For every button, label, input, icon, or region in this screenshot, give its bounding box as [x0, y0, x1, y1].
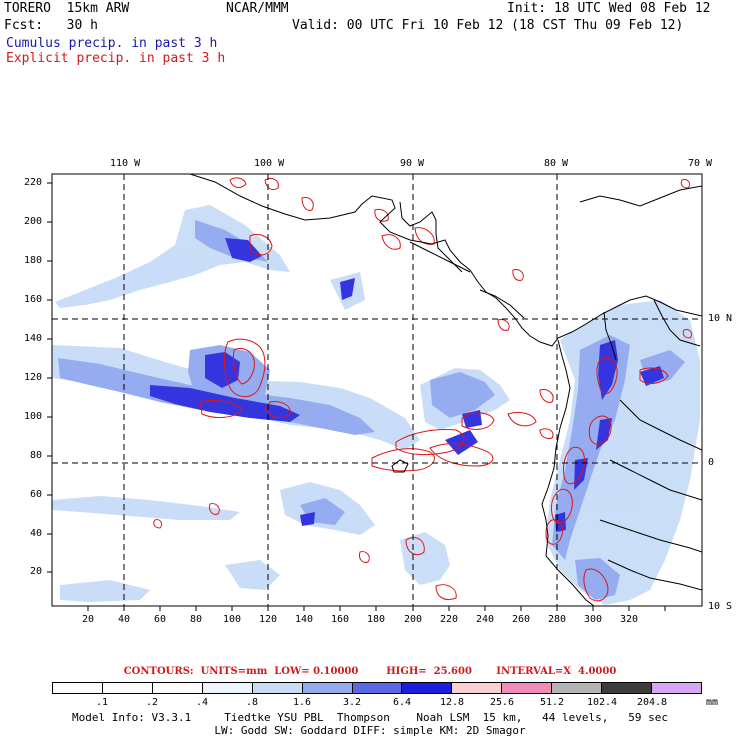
legend-swatch [252, 683, 303, 693]
y-tick-label: 140 [24, 333, 43, 344]
y-tick-label: 160 [24, 294, 43, 305]
legend-swatch [152, 683, 203, 693]
lon-label-100w: 100 W [254, 158, 285, 169]
init-time: Init: 18 UTC Wed 08 Feb 12 [507, 1, 711, 16]
legend-unit: mm [706, 697, 719, 708]
legend-label: .2 [145, 697, 159, 708]
explicit-legend: Explicit precip. in past 3 h [6, 51, 226, 66]
legend-label: 3.2 [342, 697, 362, 708]
heavy-precip-areas [150, 238, 664, 532]
contours-caption: CONTOURS: UNITS=mm LOW= 0.10000 HIGH= 25… [123, 666, 617, 677]
legend-swatch [452, 683, 503, 693]
legend-swatch [352, 683, 403, 693]
legend-swatch [402, 683, 453, 693]
legend-label: 25.6 [489, 697, 515, 708]
legend-label: 204.8 [636, 697, 668, 708]
legend-swatch [202, 683, 253, 693]
x-tick-label: 140 [295, 614, 314, 625]
legend-swatch [502, 683, 553, 693]
legend-label: 51.2 [539, 697, 565, 708]
x-tick-label: 40 [118, 614, 131, 625]
lat-label-0: 0 [708, 457, 715, 468]
lat-label-10n: 10 N [708, 313, 733, 324]
legend-swatch [602, 683, 653, 693]
x-tick-label: 160 [331, 614, 350, 625]
lon-label-90w: 90 W [400, 158, 425, 169]
coastlines [189, 174, 702, 606]
x-tick-label: 240 [476, 614, 495, 625]
y-tick-label: 120 [24, 372, 43, 383]
y-tick-label: 20 [30, 566, 43, 577]
x-tick-label: 220 [440, 614, 459, 625]
cumulus-legend: Cumulus precip. in past 3 h [6, 36, 218, 51]
x-tick-label: 260 [512, 614, 531, 625]
forecast-hour: Fcst: 30 h [4, 18, 98, 33]
legend-label: 102.4 [586, 697, 618, 708]
valid-time: Valid: 00 UTC Fri 10 Feb 12 (18 CST Thu … [292, 18, 684, 33]
x-tick-label: 280 [548, 614, 567, 625]
x-tick-label: 80 [190, 614, 203, 625]
y-tick-label: 200 [24, 216, 43, 227]
x-tick-label: 120 [259, 614, 278, 625]
lon-label-80w: 80 W [544, 158, 569, 169]
legend-label: 12.8 [439, 697, 465, 708]
legend-swatch [102, 683, 153, 693]
legend-swatch [302, 683, 353, 693]
legend-label: 6.4 [392, 697, 412, 708]
y-tick-label: 80 [30, 450, 43, 461]
legend-color-bar [52, 682, 702, 694]
x-tick-label: 180 [367, 614, 386, 625]
axis-ticks [47, 182, 666, 611]
legend-label: .4 [195, 697, 209, 708]
x-tick-label: 60 [154, 614, 167, 625]
graticule [52, 174, 702, 606]
y-tick-label: 180 [24, 255, 43, 266]
organization: NCAR/MMM [226, 1, 289, 16]
legend-swatch [552, 683, 603, 693]
lon-label-110w: 110 W [110, 158, 141, 169]
model-info-line2: LW: Godd SW: Goddard DIFF: simple KM: 2D… [214, 724, 526, 737]
x-tick-label: 320 [620, 614, 639, 625]
x-tick-label: 200 [404, 614, 423, 625]
x-tick-label: 300 [584, 614, 603, 625]
y-tick-label: 100 [24, 411, 43, 422]
model-title: TORERO 15km ARW [4, 1, 130, 16]
legend-swatch [53, 683, 103, 693]
map-frame [51, 173, 703, 607]
legend-label: .1 [95, 697, 109, 708]
x-tick-label: 20 [82, 614, 95, 625]
legend-label: .8 [245, 697, 259, 708]
lat-label-10s: 10 S [708, 601, 733, 612]
model-info-line1: Model Info: V3.3.1 Tiedtke YSU PBL Thomp… [71, 711, 669, 724]
x-tick-label: 100 [223, 614, 242, 625]
legend-label: 1.6 [292, 697, 312, 708]
y-tick-label: 60 [30, 489, 43, 500]
explicit-contours [153, 177, 693, 602]
lon-label-70w: 70 W [688, 158, 713, 169]
legend-swatch [652, 683, 701, 693]
y-tick-label: 220 [24, 177, 43, 188]
y-tick-label: 40 [30, 528, 43, 539]
